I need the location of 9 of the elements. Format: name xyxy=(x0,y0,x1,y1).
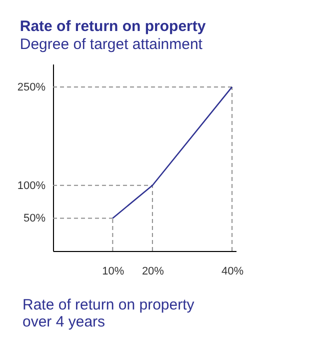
x-tick-label: 10% xyxy=(102,266,124,278)
x-tick-label: 20% xyxy=(142,266,164,278)
y-tick-label: 100% xyxy=(17,180,46,192)
x-axis-title: Rate of return on property over 4 years xyxy=(22,296,195,330)
y-tick-label: 50% xyxy=(23,212,46,225)
chart-title: Rate of return on property xyxy=(20,18,206,35)
y-axis-title: Degree of target attainment xyxy=(20,36,204,53)
x-tick-label: 40% xyxy=(222,266,244,278)
y-tick-label: 250% xyxy=(17,81,46,94)
